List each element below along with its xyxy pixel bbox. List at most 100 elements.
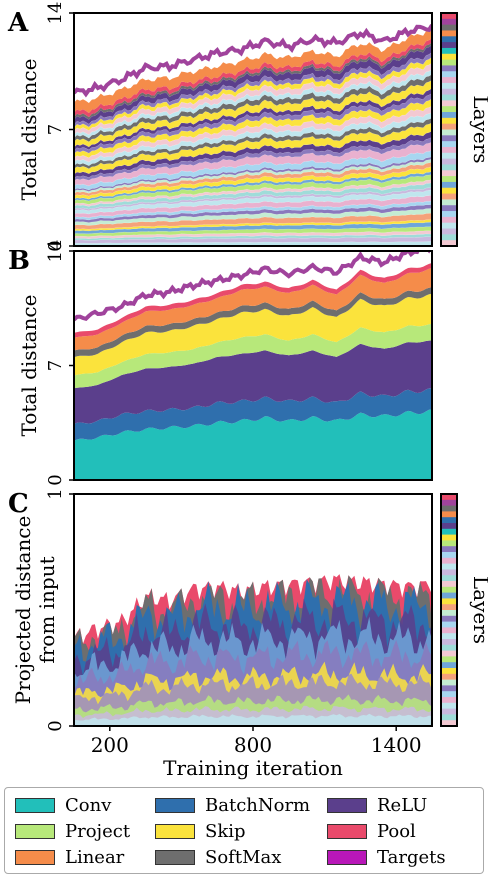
- colorbar-cell-39: [441, 240, 457, 247]
- colorbar-cell-32: [441, 199, 457, 206]
- area-project: [74, 323, 432, 389]
- colorbar-cell-25: [441, 158, 457, 165]
- layer-band-20: [74, 158, 432, 194]
- colorbar-cell-27: [441, 170, 457, 177]
- projected-areas: [74, 574, 432, 726]
- colorbar-cell-21: [441, 135, 457, 142]
- legend-item-linear: Linear: [15, 846, 124, 868]
- colorbar-cell-15: [441, 100, 457, 107]
- colorbar-cell-35: [441, 697, 457, 704]
- y-axis-label-line1: Projected distance: [11, 516, 35, 705]
- panel-b: 0 7 14 B Total distance: [8, 240, 433, 486]
- colorbar-cell-22: [441, 141, 457, 148]
- colorbar-cell-7: [441, 53, 457, 61]
- layer-band-28: [74, 112, 432, 166]
- colorbar-cell-18: [441, 117, 457, 125]
- colorbar-cell-14: [441, 94, 457, 101]
- colorbar-cell-6: [441, 528, 457, 536]
- y-tick-label-0: 0: [45, 240, 66, 251]
- colorbar-label: Layers: [469, 95, 488, 163]
- colorbar-cell-34: [441, 691, 457, 698]
- colorbar-cell-32: [441, 679, 457, 686]
- layer-band-8: [74, 208, 432, 226]
- y-tick-label-2: 14: [45, 240, 66, 263]
- colorbar-cell-30: [441, 668, 457, 675]
- y-tick-label-1: 1: [45, 488, 66, 499]
- colorbar-cell-26: [441, 644, 457, 652]
- colorbar-cell-38: [441, 234, 457, 241]
- colorbar-cell-23: [441, 146, 457, 154]
- colorbar-cell-13: [441, 88, 457, 96]
- colorbar-cell-2: [441, 24, 457, 31]
- colorbar-cell-6: [441, 47, 457, 55]
- y-axis-label: Total distance: [17, 59, 41, 201]
- legend-swatch: [15, 823, 55, 839]
- projected-area-10: [74, 713, 432, 726]
- legend-label: Project: [65, 820, 131, 842]
- area-skip: [74, 293, 432, 376]
- layer-band-36: [74, 62, 432, 136]
- layer-band-34: [74, 74, 432, 143]
- area-batchnorm: [74, 388, 432, 441]
- colorbar-frame: [440, 12, 458, 247]
- legend: Conv BatchNorm ReLU Project Skip Pool Linear So…: [4, 787, 484, 874]
- colorbar-cell-12: [441, 82, 457, 90]
- colorbar-cell-29: [441, 181, 457, 189]
- colorbar-cell-0: [441, 494, 457, 501]
- colorbar-c: Layers: [440, 493, 488, 727]
- colorbar-cell-5: [441, 523, 457, 530]
- colorbar-cell-7: [441, 534, 457, 541]
- colorbar-cell-10: [441, 552, 457, 559]
- colorbar-cell-34: [441, 211, 457, 218]
- colorbar-cell-10: [441, 71, 457, 78]
- y-axis-label-line2: from input: [35, 556, 59, 663]
- colorbar-cell-19: [441, 123, 457, 130]
- legend-swatch: [327, 823, 367, 839]
- colorbar-cell-17: [441, 592, 457, 599]
- legend-swatch: [155, 823, 195, 839]
- layer-band-0: [74, 241, 432, 246]
- layer-band-16: [74, 174, 432, 205]
- legend-label: Targets: [377, 846, 446, 868]
- colorbar-cell-2: [441, 505, 457, 512]
- colorbar-cell-12: [441, 563, 457, 570]
- panel-label: C: [8, 489, 29, 519]
- colorbar-cell-4: [441, 517, 457, 524]
- layer-band-4: [74, 226, 432, 237]
- colorbar-frame: [440, 493, 458, 727]
- layer-band-13: [74, 186, 432, 211]
- colorbar-cell-14: [441, 575, 457, 582]
- legend-label: ReLU: [377, 794, 428, 816]
- legend-swatch: [155, 849, 195, 865]
- legend-label: Skip: [205, 820, 246, 842]
- colorbar-cell-37: [441, 228, 457, 235]
- targets-line: [74, 24, 432, 98]
- colorbar-cell-28: [441, 656, 457, 663]
- colorbar-cell-38: [441, 714, 457, 721]
- x-tick-label-2: 1400: [371, 733, 422, 757]
- colorbar-cell-9: [441, 546, 457, 553]
- x-axis-label: Training iteration: [163, 756, 343, 780]
- legend-swatch: [15, 797, 55, 813]
- colorbar-cell-31: [441, 673, 457, 681]
- colorbar-cell-30: [441, 187, 457, 195]
- colorbar-cell-11: [441, 557, 457, 565]
- colorbar-cell-15: [441, 581, 457, 588]
- colorbar-cell-33: [441, 205, 457, 212]
- y-tick-label-1: 7: [45, 124, 66, 135]
- layer-band-19: [74, 161, 432, 197]
- layer-band-11: [74, 194, 432, 218]
- colorbar-cell-39: [441, 720, 457, 727]
- legend-label: BatchNorm: [205, 794, 311, 816]
- legend-label: Conv: [65, 794, 112, 816]
- legend-label: SoftMax: [205, 846, 282, 868]
- type-stack: [74, 251, 432, 480]
- panel-label: A: [7, 8, 29, 38]
- colorbar-cell-1: [441, 18, 457, 26]
- legend-item-relu: ReLU: [327, 794, 427, 816]
- colorbar-cell-16: [441, 586, 457, 594]
- colorbar-cell-1: [441, 499, 457, 507]
- legend-item-batchnorm: BatchNorm: [155, 794, 310, 816]
- layer-band-38: [74, 51, 432, 128]
